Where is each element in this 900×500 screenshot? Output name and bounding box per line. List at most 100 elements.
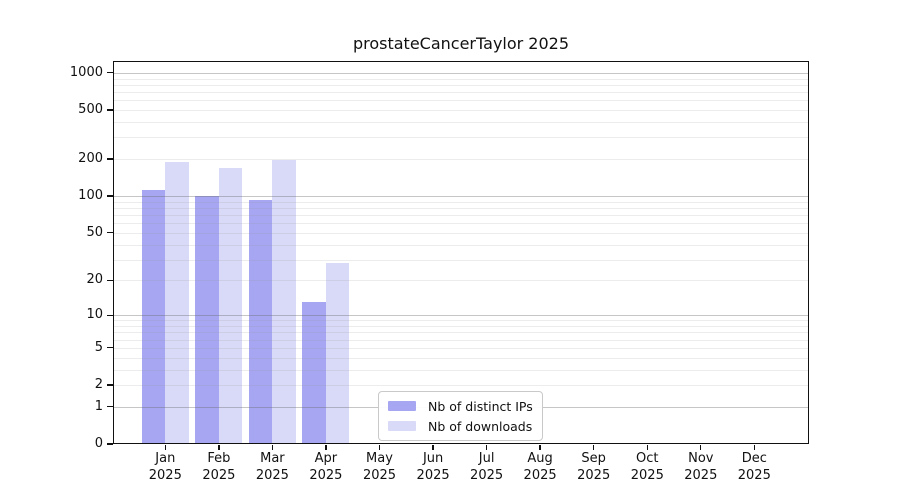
bar-distinct-ips-mar xyxy=(248,199,273,444)
x-label-year-dec: 2025 xyxy=(737,467,771,483)
y-tick-label-500: 500 xyxy=(78,102,103,117)
x-tick-jun xyxy=(432,445,434,450)
bar-distinct-ips-apr xyxy=(302,302,326,444)
gridline-minor-600 xyxy=(113,100,809,102)
plot-area xyxy=(113,61,809,444)
y-tick-100 xyxy=(107,195,113,197)
gridline-minor-9 xyxy=(113,320,809,322)
gridline-major-1000 xyxy=(113,72,809,74)
x-label-year-jan: 2025 xyxy=(148,467,182,483)
x-tick-label-aug: Aug 2025 xyxy=(513,451,567,484)
x-tick-label-dec: Dec 2025 xyxy=(727,451,781,484)
x-label-month-aug: Aug xyxy=(527,451,553,466)
x-tick-jul xyxy=(485,445,488,450)
y-tick-20 xyxy=(107,279,113,282)
y-tick-label-50: 50 xyxy=(86,224,103,240)
gridline-minor-30 xyxy=(113,259,809,261)
gridline-minor-300 xyxy=(113,137,809,139)
x-label-month-jan: Jan xyxy=(155,451,176,466)
gridline-minor-60 xyxy=(113,223,809,225)
gridline-minor-50 xyxy=(113,232,809,234)
legend-item-distinct-ips: Nb of distinct IPs xyxy=(388,397,533,415)
y-tick-label-1: 1 xyxy=(94,398,103,414)
x-label-month-sep: Sep xyxy=(581,451,606,466)
y-tick-label-1000: 1000 xyxy=(69,64,103,80)
y-tick-1 xyxy=(107,406,113,408)
bar-distinct-ips-feb xyxy=(195,196,219,444)
x-label-month-dec: Dec xyxy=(741,451,767,466)
y-tick-50 xyxy=(107,232,113,234)
y-tick-500 xyxy=(107,109,113,111)
legend-label-distinct-ips: Nb of distinct IPs xyxy=(428,398,533,414)
x-tick-label-jul: Jul 2025 xyxy=(460,451,514,484)
gridline-minor-8 xyxy=(113,326,809,327)
x-tick-label-oct: Oct 2025 xyxy=(620,451,674,484)
gridline-minor-7 xyxy=(113,332,809,334)
y-tick-label-10: 10 xyxy=(86,307,103,323)
x-label-month-nov: Nov xyxy=(688,451,714,466)
x-tick-label-jun: Jun 2025 xyxy=(406,451,460,484)
x-tick-sep xyxy=(593,445,595,450)
x-tick-feb xyxy=(218,445,220,450)
legend-swatch-downloads xyxy=(388,421,416,431)
x-tick-label-may: May 2025 xyxy=(353,451,407,484)
y-tick-10 xyxy=(107,314,113,316)
x-label-month-mar: Mar xyxy=(260,451,285,466)
y-tick-0 xyxy=(107,443,113,445)
y-tick-200 xyxy=(107,158,113,160)
gridline-minor-90 xyxy=(113,201,809,203)
x-label-year-oct: 2025 xyxy=(630,467,664,483)
gridline-major-100 xyxy=(113,196,809,198)
gridline-minor-900 xyxy=(113,78,809,80)
x-label-month-may: May xyxy=(366,451,393,466)
chart-title: prostateCancerTaylor 2025 xyxy=(352,34,570,53)
legend: Nb of distinct IPs Nb of downloads xyxy=(378,391,543,441)
gridline-minor-700 xyxy=(113,92,809,93)
x-tick-label-sep: Sep 2025 xyxy=(567,451,621,484)
gridline-minor-4 xyxy=(113,357,809,359)
x-tick-dec xyxy=(753,445,755,450)
y-tick-label-5: 5 xyxy=(94,339,103,355)
x-label-year-feb: 2025 xyxy=(202,467,236,483)
x-label-month-apr: Apr xyxy=(314,451,338,466)
gridline-minor-80 xyxy=(113,207,809,209)
x-label-month-jun: Jun xyxy=(422,451,444,466)
x-label-year-jun: 2025 xyxy=(416,467,450,483)
gridline-minor-400 xyxy=(113,122,809,123)
x-tick-jan xyxy=(164,445,166,450)
x-tick-label-nov: Nov 2025 xyxy=(674,451,728,484)
legend-label-downloads: Nb of downloads xyxy=(428,418,533,434)
bar-downloads-jan xyxy=(165,161,189,444)
x-label-year-apr: 2025 xyxy=(309,467,343,483)
gridline-minor-5 xyxy=(113,347,809,349)
bar-distinct-ips-jan xyxy=(141,190,166,444)
x-label-year-may: 2025 xyxy=(362,467,397,483)
y-tick-1000 xyxy=(107,72,113,74)
y-tick-label-2: 2 xyxy=(94,377,103,392)
gridline-minor-6 xyxy=(113,339,809,341)
gridline-minor-800 xyxy=(113,84,809,86)
x-label-month-oct: Oct xyxy=(636,451,659,466)
x-tick-label-feb: Feb 2025 xyxy=(192,451,246,484)
x-label-month-jul: Jul xyxy=(478,451,495,466)
y-tick-5 xyxy=(107,347,113,349)
x-label-year-aug: 2025 xyxy=(523,467,557,483)
gridline-minor-200 xyxy=(113,159,809,161)
bar-downloads-apr xyxy=(325,263,350,444)
y-tick-label-200: 200 xyxy=(78,151,103,167)
x-tick-nov xyxy=(700,445,702,450)
bar-downloads-mar xyxy=(272,160,296,444)
gridline-minor-500 xyxy=(113,110,809,111)
x-tick-oct xyxy=(646,445,648,450)
x-tick-mar xyxy=(271,445,274,450)
x-tick-label-mar: Mar 2025 xyxy=(245,451,299,484)
gridline-minor-70 xyxy=(113,215,809,216)
gridline-minor-2 xyxy=(113,385,809,386)
x-tick-label-apr: Apr 2025 xyxy=(299,451,353,484)
gridline-major-10 xyxy=(113,315,809,317)
bar-downloads-feb xyxy=(218,167,243,444)
gridline-minor-20 xyxy=(113,280,809,282)
x-tick-aug xyxy=(539,445,541,450)
x-tick-label-jan: Jan 2025 xyxy=(138,451,192,484)
